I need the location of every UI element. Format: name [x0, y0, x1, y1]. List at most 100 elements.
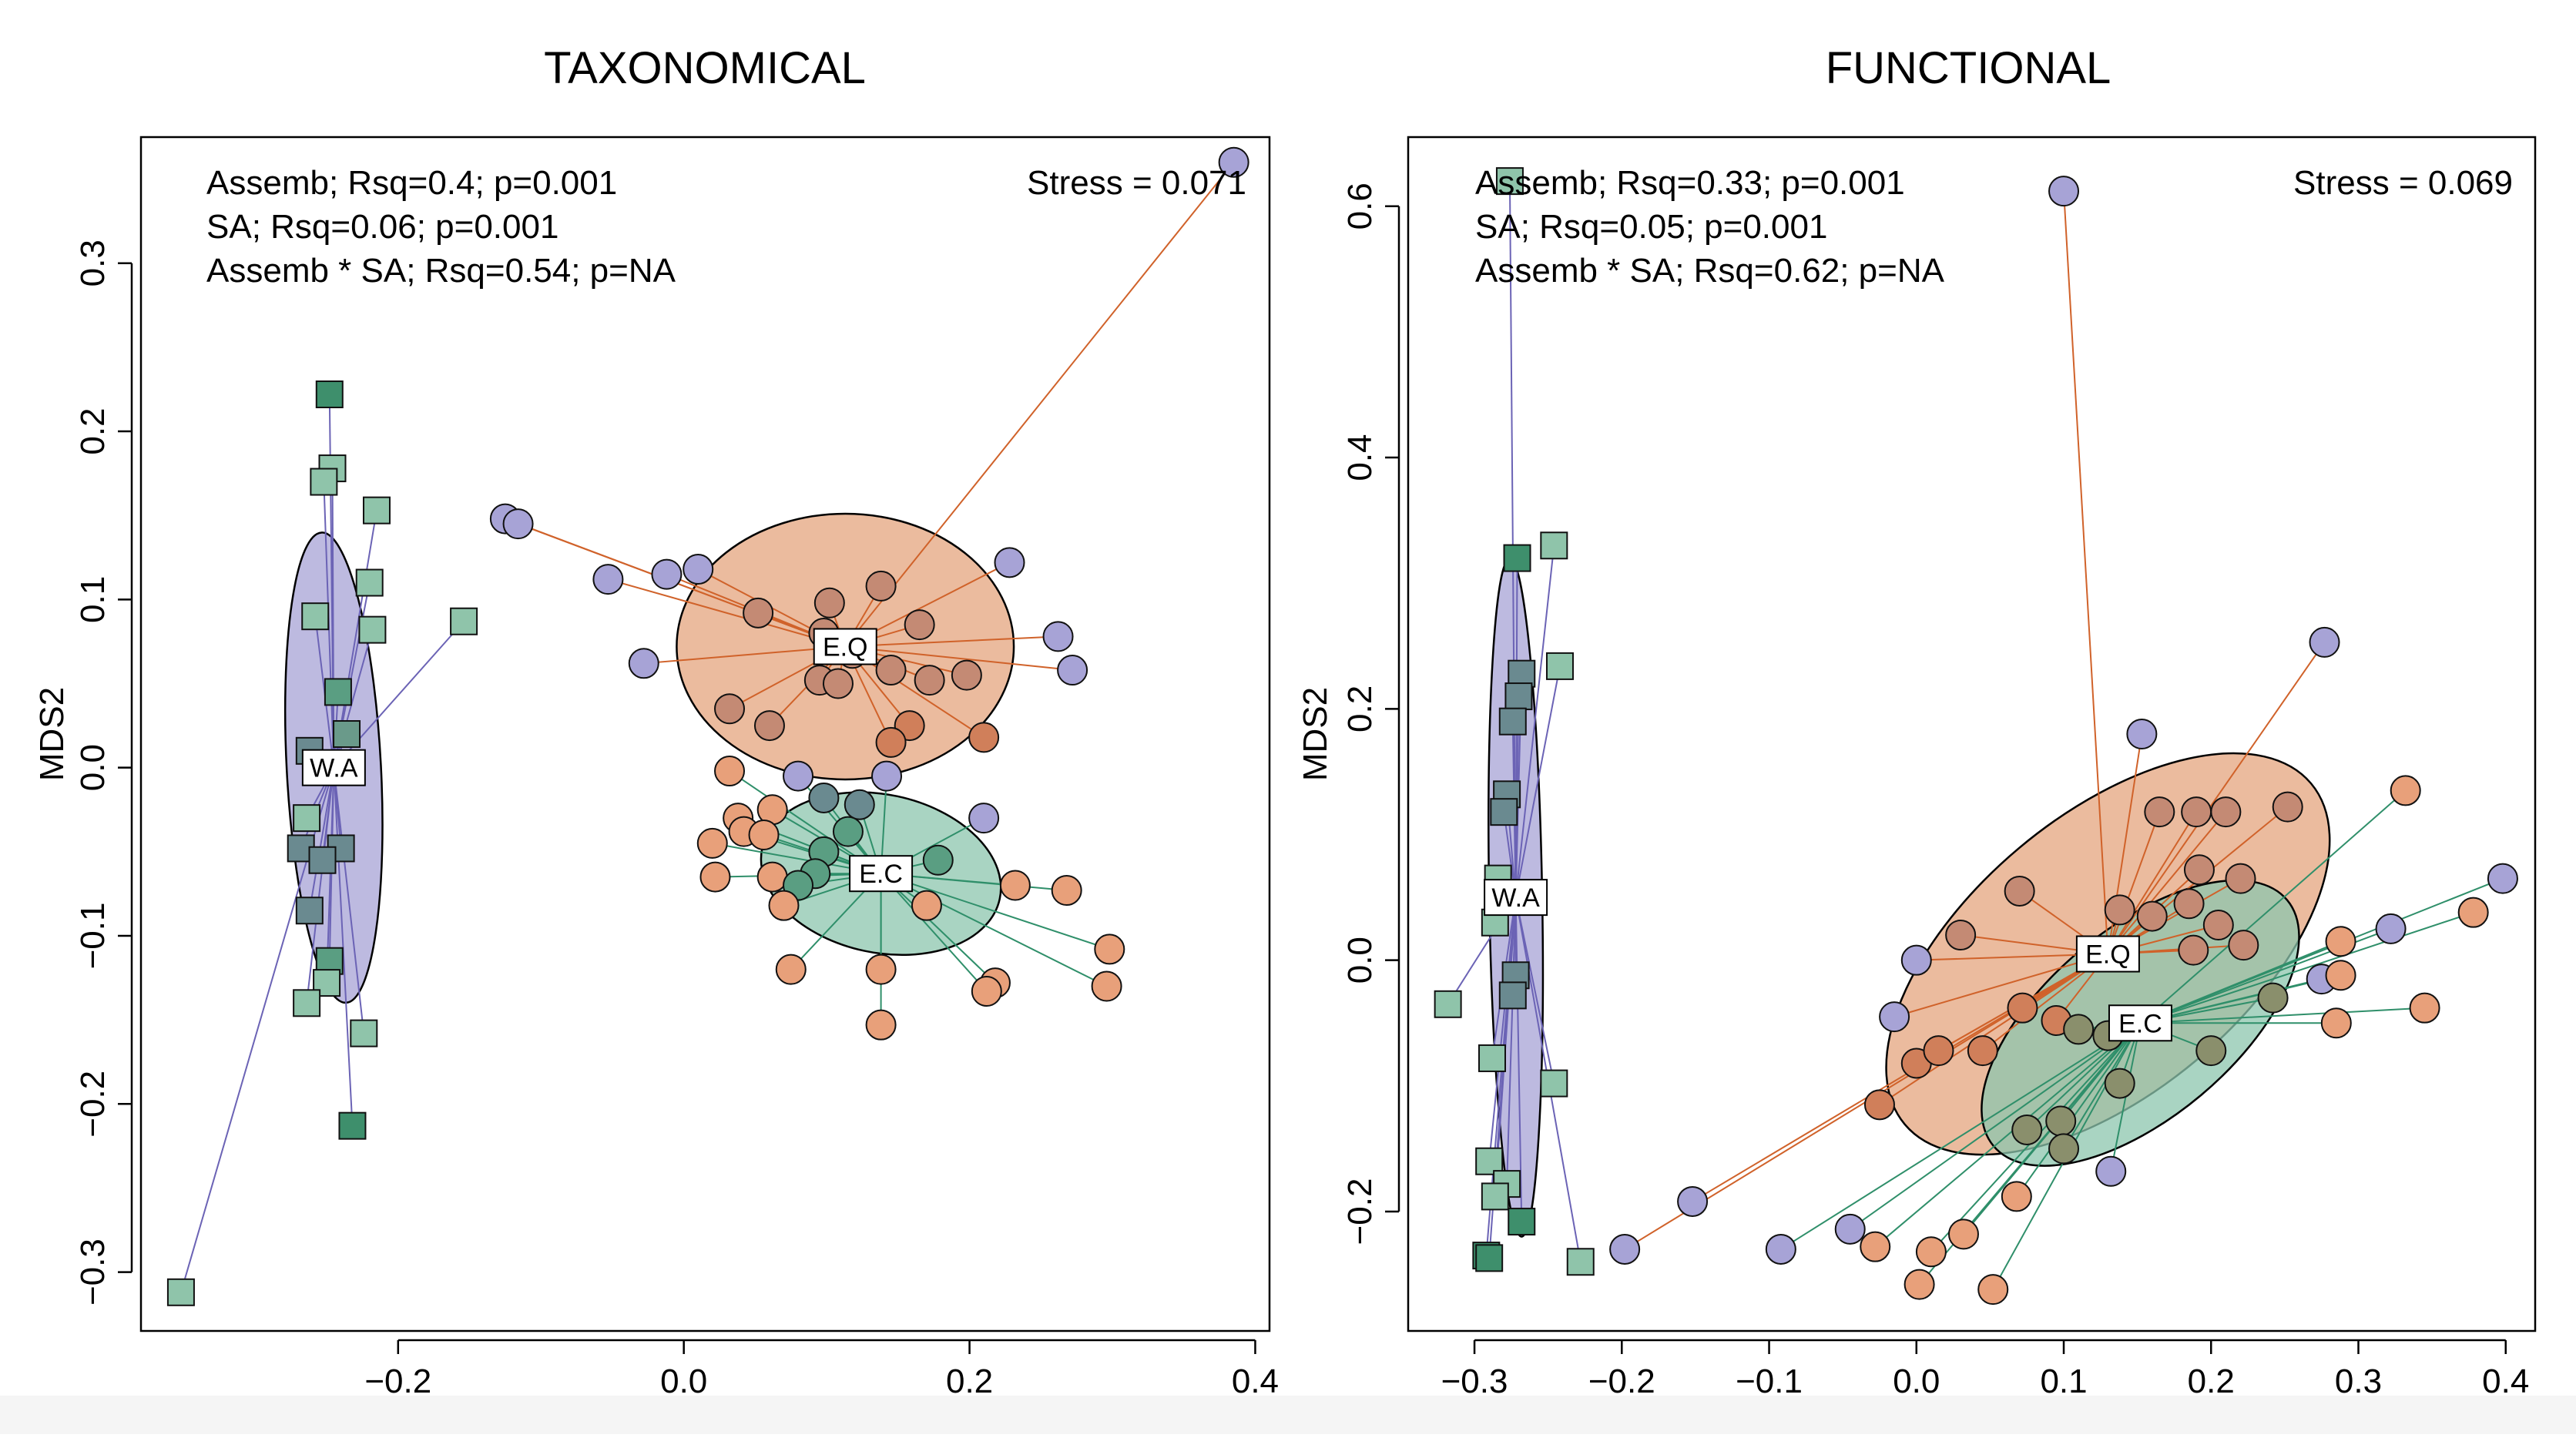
- stat-annotation-3: Assemb * SA; Rsq=0.62; p=NA: [1475, 252, 1945, 290]
- data-point-square: [308, 846, 337, 874]
- y-tick-label: 0.3: [74, 240, 112, 287]
- data-point-square: [1495, 167, 1524, 196]
- y-tick-label: 0.2: [1341, 685, 1379, 732]
- spider-line: [331, 468, 335, 768]
- y-tick-label: 0.4: [1341, 434, 1379, 481]
- data-point-circle: [813, 587, 845, 618]
- data-point-circle: [1923, 1035, 1954, 1067]
- x-tick-label: −0.2: [1588, 1363, 1655, 1400]
- stress-label: Stress = 0.069: [2293, 164, 2513, 202]
- data-point-circle: [968, 722, 1000, 753]
- data-point-circle: [1977, 1274, 2009, 1306]
- spider-line: [1514, 897, 1523, 1222]
- spider-line: [2139, 789, 2407, 1024]
- data-point-square: [358, 615, 387, 644]
- data-point-circle: [2257, 982, 2289, 1014]
- data-point-circle: [1967, 1035, 1998, 1067]
- spider-line: [2063, 191, 2109, 954]
- data-point-square: [1508, 1208, 1536, 1236]
- data-point-circle: [2136, 900, 2168, 932]
- group-label: E.Q: [2085, 940, 2131, 970]
- data-point-circle: [1860, 1231, 1891, 1262]
- spider-line: [2140, 940, 2341, 1024]
- y-tick-label: 0.0: [74, 744, 112, 791]
- data-point-circle: [2045, 1105, 2077, 1137]
- data-point-circle: [808, 782, 840, 813]
- data-point-square: [1498, 707, 1527, 736]
- data-point-square: [1545, 652, 1574, 680]
- x-tick-label: 0.1: [2040, 1363, 2087, 1400]
- data-point-circle: [2181, 796, 2212, 828]
- spider-line: [1514, 665, 1561, 898]
- spider-line: [2140, 911, 2474, 1024]
- x-tick-label: 0.0: [1893, 1363, 1940, 1400]
- y-tick-label: −0.2: [74, 1071, 112, 1138]
- data-point-square: [333, 720, 361, 748]
- data-point-circle: [2487, 863, 2518, 894]
- data-point-circle: [844, 789, 875, 820]
- x-tick-label: 0.3: [2335, 1363, 2382, 1400]
- group-label-box: [2075, 935, 2140, 973]
- y-tick-label: −0.2: [1341, 1178, 1379, 1245]
- spider-line: [306, 767, 335, 1004]
- spider-line: [333, 767, 354, 1126]
- data-point-circle: [628, 648, 659, 679]
- y-tick-label: 0.2: [74, 407, 112, 454]
- spider-line: [2140, 1007, 2425, 1024]
- data-point-circle: [783, 760, 814, 792]
- data-point-circle: [2001, 1181, 2032, 1212]
- spider-line: [1506, 897, 1517, 1185]
- x-tick-label: 0.0: [660, 1363, 707, 1400]
- y-tick-label: −0.1: [74, 903, 112, 970]
- data-point-circle: [2007, 992, 2038, 1024]
- data-point-circle: [714, 756, 746, 787]
- spider-line: [1893, 953, 2108, 1018]
- data-point-square: [1475, 1244, 1504, 1272]
- data-point-circle: [2095, 1155, 2127, 1187]
- data-point-circle: [951, 659, 982, 691]
- data-point-circle: [2011, 1114, 2043, 1145]
- spider-line: [845, 645, 1073, 672]
- plot-frame: [1407, 136, 2537, 1332]
- spider-line: [1508, 181, 1517, 898]
- data-point-circle: [1900, 944, 1932, 976]
- data-point-circle: [2325, 960, 2356, 991]
- data-point-circle: [2272, 791, 2303, 823]
- group-label-box: [1484, 879, 1548, 917]
- data-point-circle: [922, 844, 954, 876]
- data-point-circle: [696, 827, 728, 859]
- x-tick-label: −0.3: [1441, 1363, 1508, 1400]
- data-point-square: [1490, 798, 1518, 826]
- data-point-circle: [1091, 970, 1122, 1002]
- stat-annotation-1: Assemb; Rsq=0.33; p=0.001: [1475, 164, 1905, 202]
- data-point-square: [1478, 1044, 1507, 1072]
- data-point-square: [1481, 1182, 1509, 1211]
- data-point-circle: [1609, 1233, 1641, 1265]
- data-point-circle: [2104, 894, 2135, 926]
- group-label-box: [813, 628, 877, 665]
- data-point-circle: [2126, 719, 2158, 749]
- spider-line: [1879, 953, 2108, 1106]
- plot-area: W.A E.Q E.C: [1434, 167, 2518, 1306]
- x-tick-label: 0.4: [2482, 1363, 2529, 1400]
- data-point-square: [1498, 981, 1527, 1010]
- data-point-circle: [994, 547, 1025, 578]
- spider-line: [308, 767, 335, 911]
- spider-line: [643, 645, 846, 665]
- panel-title: FUNCTIONAL: [1826, 43, 2111, 93]
- data-point-circle: [748, 819, 780, 850]
- spider-line: [2063, 1022, 2142, 1149]
- data-point-circle: [2225, 863, 2256, 894]
- stat-annotation-2: SA; Rsq=0.06; p=0.001: [206, 208, 558, 246]
- spider-line: [1780, 1022, 2142, 1250]
- data-point-circle: [2063, 1014, 2095, 1045]
- data-point-circle: [592, 564, 624, 595]
- data-point-square: [1434, 990, 1462, 1018]
- data-point-circle: [1947, 1218, 1979, 1250]
- data-point-circle: [753, 710, 785, 742]
- data-point-circle: [2004, 875, 2035, 907]
- x-tick-label: 0.2: [2188, 1363, 2235, 1400]
- data-point-square: [166, 1278, 195, 1306]
- axes: −0.2 0.0 0.2 0.4 −0.3 −0.2 −0.1 0.0 0.1 0.2 0.3: [74, 240, 1279, 1400]
